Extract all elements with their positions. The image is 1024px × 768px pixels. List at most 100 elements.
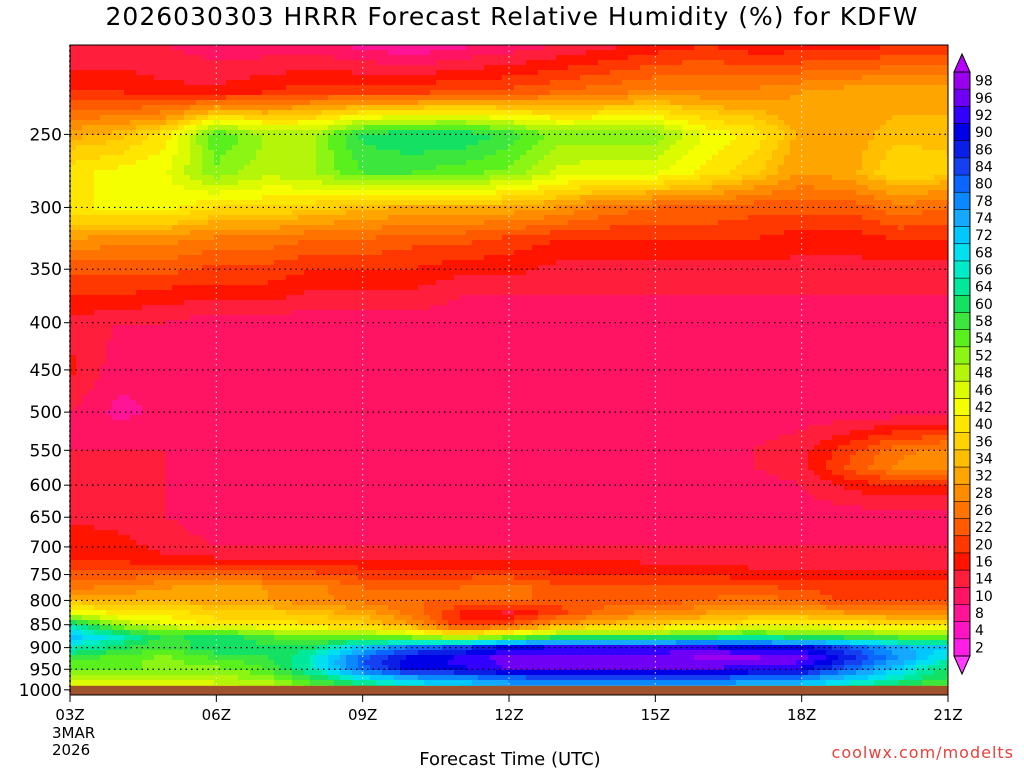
rh-cell xyxy=(442,120,449,126)
rh-cell xyxy=(934,155,941,161)
rh-cell xyxy=(658,85,665,91)
rh-cell xyxy=(730,120,737,126)
rh-cell xyxy=(202,50,209,56)
rh-cell xyxy=(688,165,695,171)
rh-cell xyxy=(736,75,743,81)
rh-cell xyxy=(706,170,713,176)
rh-cell xyxy=(418,110,425,116)
rh-cell xyxy=(670,135,677,141)
rh-cell xyxy=(538,85,545,91)
rh-cell xyxy=(346,135,353,141)
rh-cell xyxy=(562,100,569,106)
rh-cell xyxy=(940,180,947,186)
rh-cell xyxy=(370,145,377,151)
rh-cell xyxy=(340,140,347,146)
rh-cell xyxy=(658,55,665,61)
rh-cell xyxy=(850,155,857,161)
rh-cell xyxy=(244,70,251,76)
rh-cell xyxy=(946,75,948,81)
rh-cell xyxy=(490,100,497,106)
rh-cell xyxy=(412,155,419,161)
rh-cell xyxy=(874,185,881,191)
rh-cell xyxy=(940,190,947,196)
rh-cell xyxy=(724,195,731,201)
rh-cell xyxy=(466,135,473,141)
rh-cell xyxy=(94,150,101,156)
rh-cell xyxy=(790,160,797,166)
rh-cell xyxy=(196,210,203,216)
rh-cell xyxy=(226,190,233,196)
rh-cell xyxy=(208,135,215,141)
rh-cell xyxy=(142,200,149,206)
rh-cell xyxy=(442,135,449,141)
rh-cell xyxy=(712,85,719,91)
rh-cell xyxy=(244,210,251,216)
rh-cell xyxy=(184,190,191,196)
rh-cell xyxy=(928,45,935,51)
rh-cell xyxy=(118,115,125,121)
rh-cell xyxy=(844,65,851,71)
rh-cell xyxy=(868,100,875,106)
rh-cell xyxy=(478,180,485,186)
rh-cell xyxy=(814,140,821,146)
rh-cell xyxy=(82,190,89,196)
rh-cell xyxy=(496,190,503,196)
rh-cell xyxy=(442,110,449,116)
rh-cell xyxy=(550,100,557,106)
rh-cell xyxy=(172,80,179,86)
rh-cell xyxy=(208,125,215,131)
rh-cell xyxy=(580,165,587,171)
rh-cell xyxy=(634,135,641,141)
rh-cell xyxy=(652,75,659,81)
rh-cell xyxy=(622,130,629,136)
rh-cell xyxy=(676,135,683,141)
rh-cell xyxy=(214,195,221,201)
rh-cell xyxy=(508,100,515,106)
rh-cell xyxy=(808,190,815,196)
rh-cell xyxy=(136,130,143,136)
rh-cell xyxy=(208,55,215,61)
rh-cell xyxy=(742,205,749,211)
rh-cell xyxy=(730,45,737,51)
rh-cell xyxy=(346,50,353,56)
rh-cell xyxy=(838,105,845,111)
rh-cell xyxy=(886,195,893,201)
rh-cell xyxy=(604,130,611,136)
rh-cell xyxy=(406,185,413,191)
rh-cell xyxy=(562,65,569,71)
rh-cell xyxy=(532,135,539,141)
rh-cell xyxy=(244,105,251,111)
rh-cell xyxy=(502,140,509,146)
rh-cell xyxy=(538,135,545,141)
rh-cell xyxy=(202,165,209,171)
rh-cell xyxy=(334,55,341,61)
rh-cell xyxy=(706,195,713,201)
rh-cell xyxy=(502,55,509,61)
rh-cell xyxy=(718,95,725,101)
rh-cell xyxy=(544,75,551,81)
rh-cell xyxy=(592,135,599,141)
rh-cell xyxy=(388,65,395,71)
rh-cell xyxy=(190,45,197,51)
rh-cell xyxy=(160,70,167,76)
rh-cell xyxy=(544,95,551,101)
rh-cell xyxy=(598,130,605,136)
rh-cell xyxy=(94,195,101,201)
rh-cell xyxy=(808,205,815,211)
rh-cell xyxy=(574,165,581,171)
rh-cell xyxy=(544,195,551,201)
rh-cell xyxy=(430,170,437,176)
rh-cell xyxy=(250,155,257,161)
rh-cell xyxy=(850,210,857,216)
rh-cell xyxy=(688,75,695,81)
rh-cell xyxy=(454,130,461,136)
rh-cell xyxy=(706,140,713,146)
rh-cell xyxy=(568,185,575,191)
rh-cell xyxy=(622,75,629,81)
rh-cell xyxy=(916,90,923,96)
rh-cell xyxy=(730,105,737,111)
rh-cell xyxy=(178,165,185,171)
rh-cell xyxy=(670,125,677,131)
rh-cell xyxy=(286,170,293,176)
rh-cell xyxy=(418,170,425,176)
